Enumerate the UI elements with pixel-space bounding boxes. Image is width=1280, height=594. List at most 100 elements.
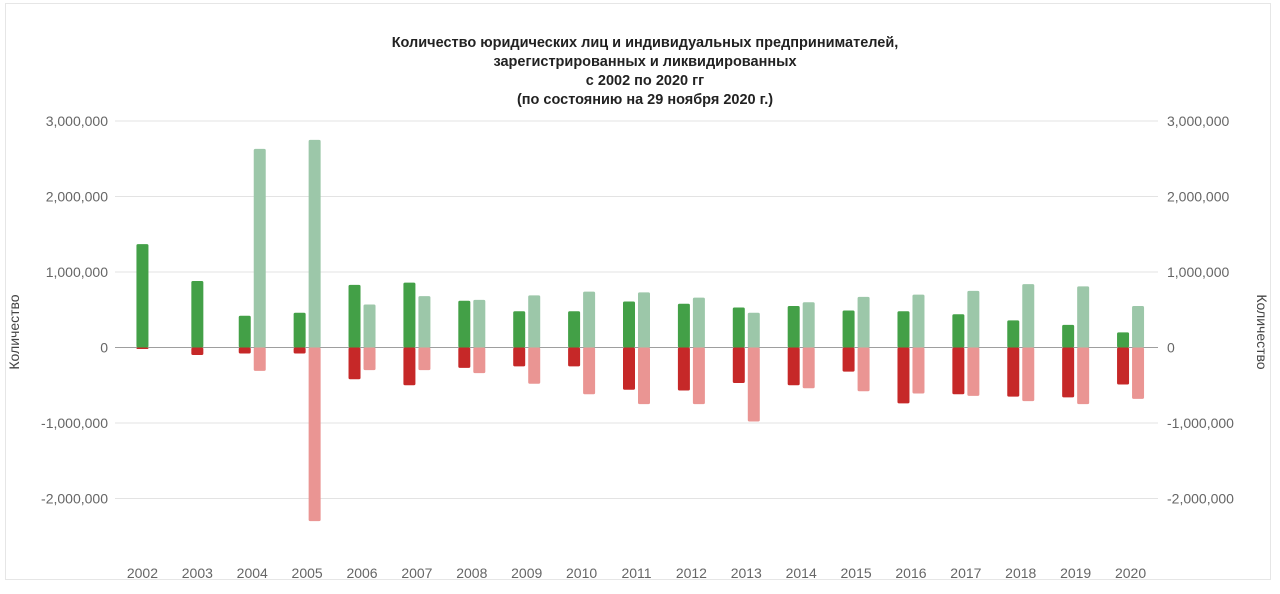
x-tick-label: 2007 xyxy=(401,565,432,581)
bar xyxy=(1007,347,1020,397)
bar xyxy=(1117,332,1130,348)
y-tick-label-right: -1,000,000 xyxy=(1167,415,1234,431)
bar xyxy=(638,347,650,405)
bar xyxy=(692,297,705,348)
x-tick-label: 2019 xyxy=(1060,565,1091,581)
x-tick-label: 2003 xyxy=(182,565,213,581)
x-tick-label: 2020 xyxy=(1115,565,1146,581)
bar xyxy=(458,347,471,368)
bar xyxy=(623,347,635,390)
chart-title-line-4: (по состоянию на 29 ноября 2020 г.) xyxy=(516,92,774,108)
bar xyxy=(253,347,266,371)
y-axis-right-ticks: 3,000,000 2,000,000 1,000,000 0 -1,000,000 -2… xyxy=(1167,113,1234,507)
bar xyxy=(136,244,149,348)
bar xyxy=(842,310,855,348)
chart-frame xyxy=(5,3,1271,580)
bar xyxy=(787,347,800,386)
x-tick-label: 2010 xyxy=(566,565,597,581)
bar xyxy=(802,302,815,348)
bar xyxy=(308,139,321,348)
y-tick-label-right: -2,000,000 xyxy=(1167,491,1234,507)
y-axis-left-title: Количество xyxy=(6,294,22,369)
bar xyxy=(1062,347,1075,398)
bar xyxy=(1022,347,1035,402)
y-tick-label-left: -2,000,000 xyxy=(41,491,108,507)
bar xyxy=(692,347,705,405)
x-tick-label: 2011 xyxy=(621,565,651,581)
bar xyxy=(418,296,431,348)
bar xyxy=(348,284,361,348)
bar xyxy=(308,347,321,522)
bar xyxy=(677,303,690,348)
bar xyxy=(952,314,965,348)
x-tick-label: 2014 xyxy=(786,565,817,581)
x-tick-label: 2006 xyxy=(346,565,377,581)
y-tick-label-right: 3,000,000 xyxy=(1167,113,1229,129)
bar xyxy=(238,347,251,354)
bar xyxy=(732,347,745,383)
bar xyxy=(1132,347,1145,399)
y-tick-label-left: 2,000,000 xyxy=(46,189,108,205)
bar xyxy=(677,347,690,391)
bar xyxy=(967,347,980,396)
chart-title-line-2: зарегистрированных и ликвидированных xyxy=(493,54,797,70)
bar xyxy=(802,347,815,389)
x-tick-label: 2018 xyxy=(1005,565,1036,581)
bar xyxy=(458,300,471,348)
bar xyxy=(967,290,980,348)
y-axis-left-ticks: 3,000,000 2,000,000 1,000,000 0 -1,000,000 -2… xyxy=(41,113,108,507)
bar xyxy=(238,315,251,348)
x-tick-label: 2012 xyxy=(676,565,707,581)
x-tick-label: 2008 xyxy=(456,565,487,581)
chart-title-line-3: с 2002 по 2020 гг xyxy=(585,73,705,89)
y-tick-label-right: 2,000,000 xyxy=(1167,189,1229,205)
bar xyxy=(912,347,925,394)
bar xyxy=(1007,320,1020,348)
bar xyxy=(623,301,635,348)
x-tick-label: 2013 xyxy=(731,565,762,581)
bar xyxy=(583,291,596,348)
y-tick-label-left: 1,000,000 xyxy=(46,264,108,280)
y-tick-label-left: 3,000,000 xyxy=(46,113,108,129)
chart-title: Количество юридических лиц и индивидуаль… xyxy=(0,34,1280,110)
bar xyxy=(638,292,650,348)
bar xyxy=(528,347,541,384)
x-tick-label: 2017 xyxy=(950,565,981,581)
bar xyxy=(403,282,416,348)
gridlines xyxy=(115,120,1158,499)
bar xyxy=(732,307,745,348)
bar xyxy=(136,347,149,350)
y-tick-label-right: 1,000,000 xyxy=(1167,264,1229,280)
bar xyxy=(363,304,376,348)
bar xyxy=(747,312,760,348)
bar xyxy=(418,347,431,371)
bar xyxy=(583,347,596,395)
y-tick-label-left: 0 xyxy=(100,340,108,356)
bar xyxy=(787,305,800,348)
bar xyxy=(513,347,526,367)
chart-title-line-1: Количество юридических лиц и индивидуаль… xyxy=(391,35,899,51)
bar xyxy=(1022,284,1035,348)
bar xyxy=(528,295,541,348)
bar xyxy=(842,347,855,372)
bar xyxy=(897,347,910,404)
y-axis-right-title: Количество xyxy=(1254,294,1270,369)
bar xyxy=(253,148,266,348)
bar xyxy=(1077,347,1090,405)
y-tick-label-right: 0 xyxy=(1167,340,1175,356)
bar xyxy=(1132,305,1145,348)
bar xyxy=(952,347,965,395)
bar xyxy=(857,296,870,348)
bar xyxy=(1062,324,1075,348)
x-tick-label: 2005 xyxy=(292,565,323,581)
bar xyxy=(1117,347,1130,385)
x-axis-ticks: 2002 2003 2004 2005 2006 2007 2008 2009 2010 2011… xyxy=(127,565,1146,581)
bar xyxy=(568,347,581,367)
x-tick-label: 2009 xyxy=(511,565,542,581)
bar xyxy=(897,311,910,348)
bars xyxy=(136,139,1145,522)
bar xyxy=(912,294,925,348)
bar xyxy=(293,312,306,348)
bar xyxy=(473,299,486,348)
bar xyxy=(293,347,306,354)
